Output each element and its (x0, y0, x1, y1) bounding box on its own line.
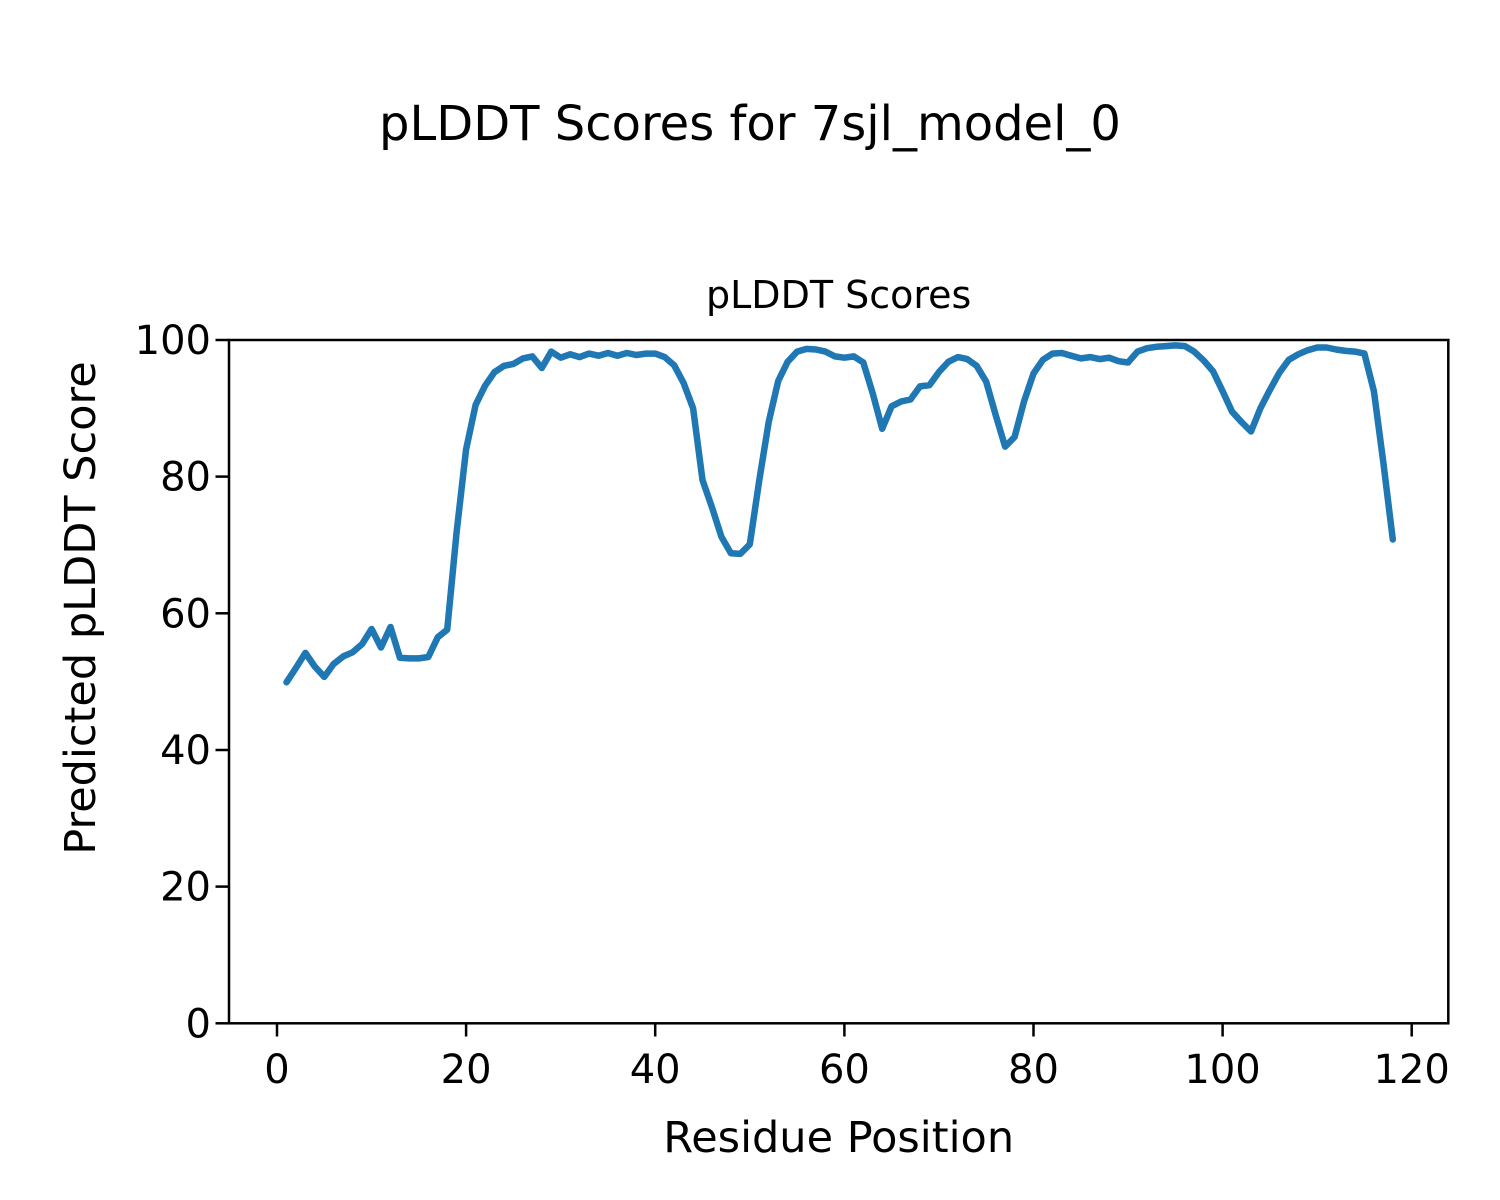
y-axis-ticks: 0 20 40 60 80 100 (135, 318, 229, 1047)
y-tick-label: 0 (186, 1001, 211, 1047)
x-tick-label: 80 (1008, 1047, 1059, 1093)
y-tick-label: 60 (160, 591, 211, 637)
x-axis-ticks: 0 20 40 60 80 100 120 (264, 1023, 1450, 1093)
plddt-line (283, 342, 1397, 686)
axes-spines (227, 338, 1450, 1025)
figure-suptitle: pLDDT Scores for 7sjl_model_0 (379, 96, 1121, 152)
y-tick-label: 80 (160, 455, 211, 501)
x-tick-label: 40 (630, 1047, 681, 1093)
y-tick-label: 20 (160, 865, 211, 911)
x-tick-label: 0 (264, 1047, 289, 1093)
axes-title: pLDDT Scores (706, 273, 971, 317)
y-tick-label: 100 (135, 318, 211, 364)
x-tick-label: 100 (1184, 1047, 1260, 1093)
x-tick-label: 20 (441, 1047, 492, 1093)
x-axis-label: Residue Position (663, 1113, 1014, 1163)
x-tick-label: 60 (819, 1047, 870, 1093)
x-tick-label: 120 (1374, 1047, 1450, 1093)
y-axis-label: Predicted pLDDT Score (56, 361, 106, 854)
y-tick-label: 40 (160, 728, 211, 774)
